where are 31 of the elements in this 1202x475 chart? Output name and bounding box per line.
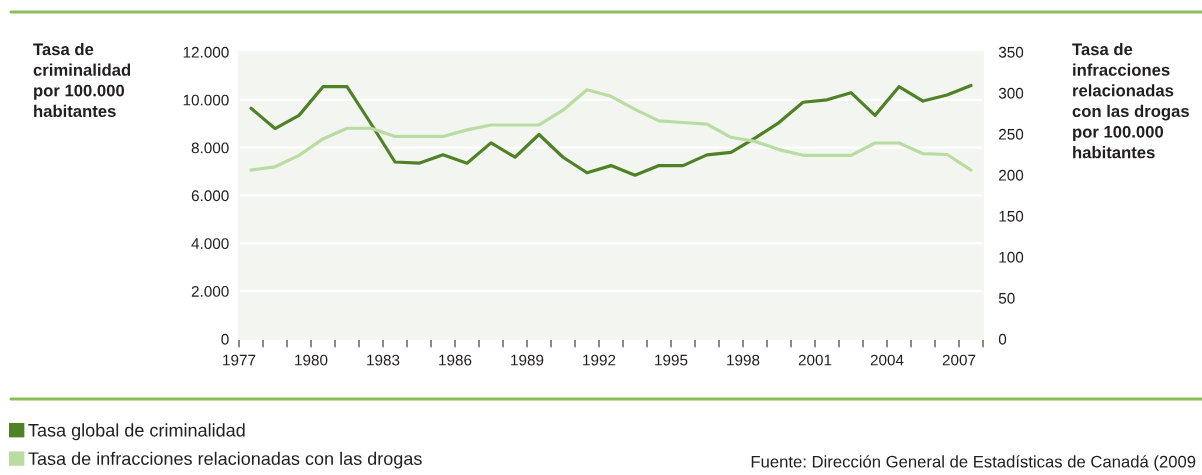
y2-tick-label: 150 — [999, 210, 1024, 222]
source-note: Fuente: Dirección General de Estadísticas de Canadá (2009 — [751, 455, 1196, 471]
x-tick-label: 1980 — [295, 354, 328, 366]
y-tick-label: 12.000 — [183, 46, 229, 58]
y2-axis-title: Tasa de infracciones relacionadas con las drogas por 100.000 habitantes — [1072, 43, 1189, 159]
y-tick-label: 6.000 — [191, 190, 229, 202]
x-tick-label: 1977 — [223, 354, 256, 366]
y2-tick-label: 100 — [999, 251, 1024, 263]
x-tick-label: 2007 — [942, 354, 976, 366]
y2-tick-label: 50 — [998, 292, 1015, 304]
y2-tick-label: 200 — [999, 169, 1024, 181]
legend-label: Tasa global de criminalidad — [28, 423, 245, 441]
y2-tick-label: 300 — [998, 87, 1024, 99]
y2-tick-label: 350 — [998, 46, 1024, 58]
x-tick-label: 1983 — [367, 354, 400, 366]
y-tick-label: 0 — [221, 333, 229, 345]
x-tick-label: 1986 — [439, 354, 472, 366]
y-tick-label: 2.000 — [191, 286, 229, 297]
y2-tick-label: 250 — [999, 128, 1024, 140]
y-axis-title: Tasa de criminalidad por 100.000 habitantes — [33, 43, 131, 118]
y-tick-label: 8.000 — [191, 142, 229, 154]
x-tick-label: 1995 — [655, 354, 688, 366]
y2-tick-label: 0 — [998, 333, 1007, 345]
y-tick-label: 4.000 — [191, 238, 229, 250]
x-tick-label: 1989 — [511, 354, 544, 366]
x-tick-label: 1998 — [727, 354, 760, 366]
x-tick-label: 2004 — [870, 354, 904, 366]
x-tick-label: 1992 — [583, 354, 616, 366]
y-tick-label: 10.000 — [183, 94, 229, 106]
x-tick-label: 2001 — [798, 354, 832, 366]
legend-label: Tasa de infracciones relacionadas con las drogas — [28, 451, 422, 469]
